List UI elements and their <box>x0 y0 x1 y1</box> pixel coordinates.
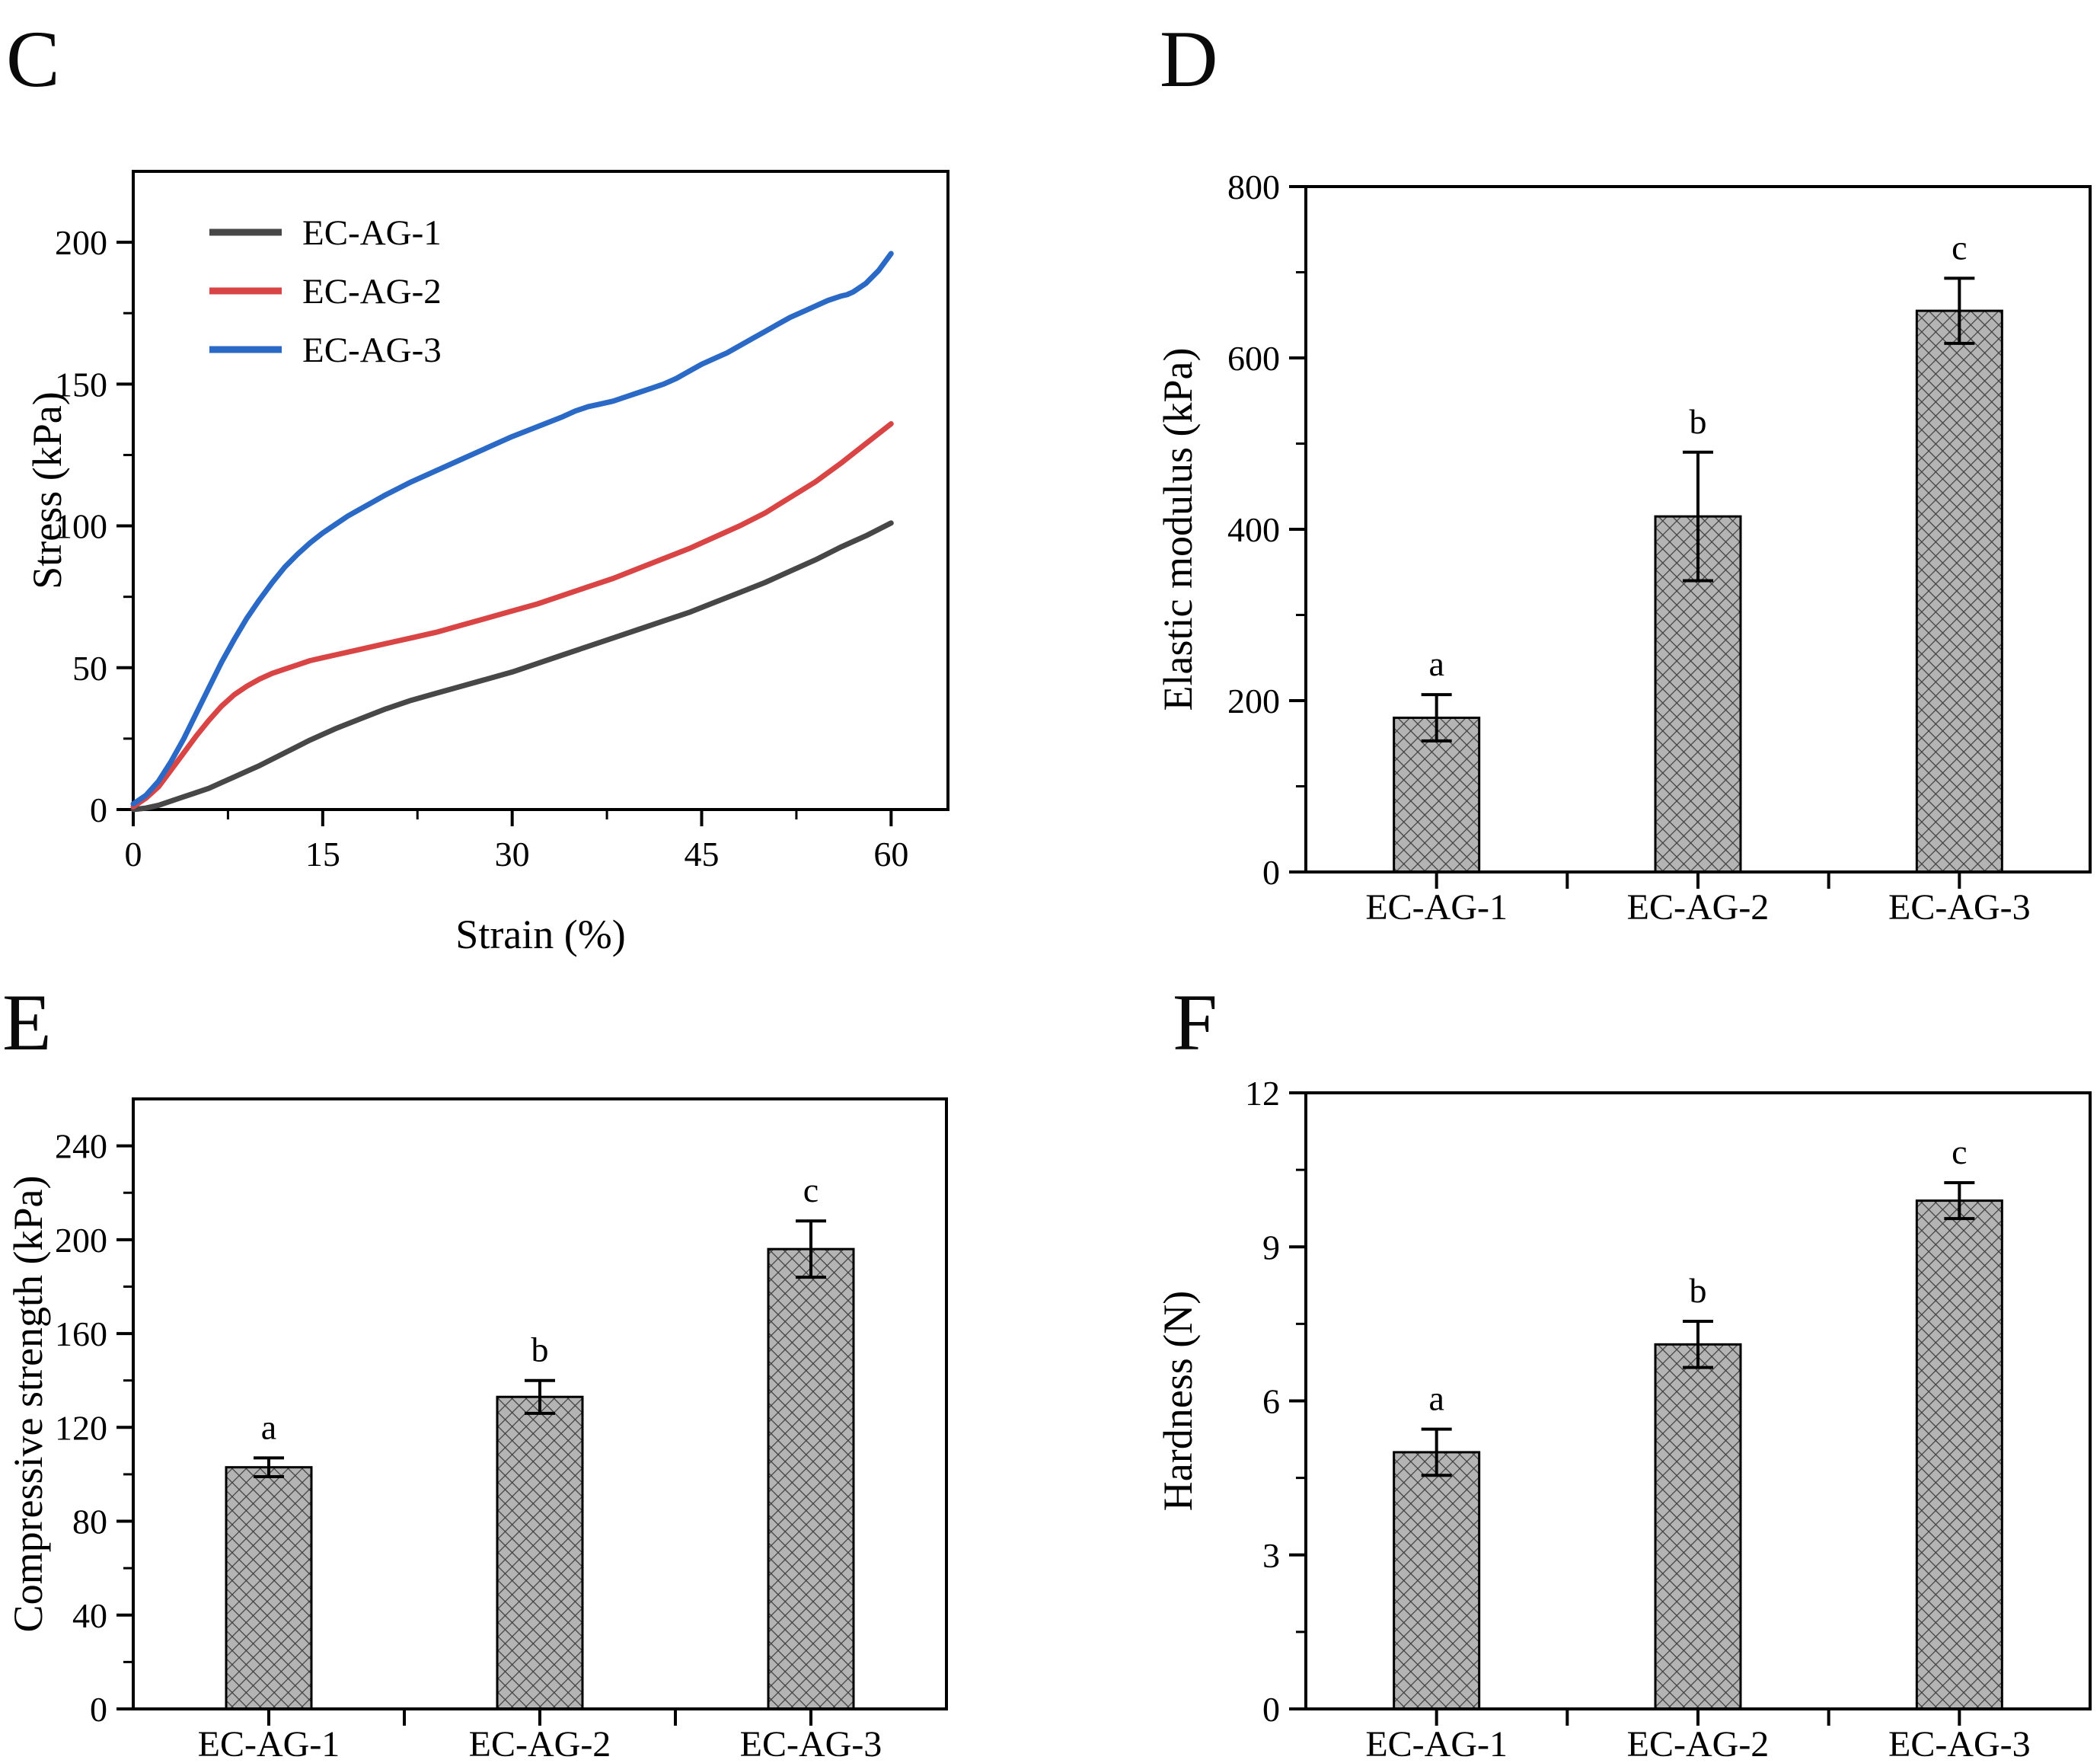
x-category-label: EC-AG-2 <box>1627 1724 1770 1763</box>
legend-label-EC-AG-2: EC-AG-2 <box>302 272 442 311</box>
compressive-strength-bar-chart: a EC-AG-1 b EC-AG-2 c EC-AG-3 0 40 80 120 160 200 24… <box>5 1097 948 1763</box>
y-tick-label: 200 <box>55 1221 107 1260</box>
series-line-EC-AG-1 <box>130 520 894 813</box>
hardness-bar-chart: a EC-AG-1 b EC-AG-2 c EC-AG-3 0 3 6 9 12 Hardness (… <box>1155 1074 2092 1763</box>
y-tick-label: 50 <box>72 649 107 688</box>
significance-letter-EC-AG-3: c <box>803 1171 819 1209</box>
y-axis-title: Elastic modulus (kPa) <box>1155 348 1201 711</box>
panel-label-c: C <box>6 14 60 104</box>
x-tick-label: 45 <box>685 835 720 874</box>
bar-EC-AG-1 <box>225 1466 313 1710</box>
y-tick-label: 40 <box>72 1596 107 1635</box>
y-tick-label: 200 <box>1227 682 1280 720</box>
legend-label-EC-AG-1: EC-AG-1 <box>302 213 442 253</box>
significance-letter-EC-AG-1: a <box>1428 644 1444 683</box>
x-category-label: EC-AG-2 <box>469 1724 611 1763</box>
bar-EC-AG-3 <box>1915 309 2003 874</box>
y-tick-label: 0 <box>90 1690 107 1729</box>
x-category-label: EC-AG-2 <box>1627 887 1770 928</box>
x-tick-label: 60 <box>873 835 908 874</box>
y-tick-label: 80 <box>72 1503 107 1541</box>
y-axis-title: Hardness (N) <box>1155 1291 1201 1511</box>
significance-letter-EC-AG-3: c <box>1952 228 1967 267</box>
series-line-EC-AG-2 <box>130 421 894 810</box>
y-tick-label: 600 <box>1227 339 1280 378</box>
y-tick-label: 240 <box>55 1127 107 1166</box>
x-tick-label: 0 <box>125 835 142 874</box>
y-tick-label: 800 <box>1227 168 1280 206</box>
y-axis-title: Compressive strength (kPa) <box>5 1176 51 1633</box>
bar-EC-AG-3 <box>1915 1199 2003 1710</box>
x-category-label: EC-AG-1 <box>198 1724 340 1763</box>
significance-letter-EC-AG-2: b <box>1690 1271 1707 1310</box>
bar-EC-AG-1 <box>1393 1451 1481 1710</box>
y-tick-label: 0 <box>1262 1690 1280 1729</box>
x-category-label: EC-AG-3 <box>740 1724 882 1763</box>
x-category-label: EC-AG-3 <box>1888 1724 2031 1763</box>
y-tick-label: 6 <box>1262 1382 1280 1421</box>
significance-letter-EC-AG-1: a <box>261 1407 276 1446</box>
y-tick-label: 3 <box>1262 1536 1280 1575</box>
plot-box <box>132 1097 948 1710</box>
y-tick-label: 400 <box>1227 510 1280 549</box>
panel-label-e: E <box>2 978 52 1067</box>
y-tick-label: 160 <box>55 1314 107 1353</box>
y-tick-label: 0 <box>90 790 107 829</box>
y-tick-label: 200 <box>55 223 107 262</box>
bar-EC-AG-1 <box>1393 717 1481 874</box>
panel-label-d: D <box>1160 14 1218 104</box>
bar-EC-AG-2 <box>1654 1343 1742 1710</box>
x-category-label: EC-AG-1 <box>1365 1724 1508 1763</box>
y-tick-label: 120 <box>55 1408 107 1447</box>
plot-box <box>132 170 949 811</box>
significance-letter-EC-AG-2: b <box>1690 402 1707 441</box>
y-tick-label: 0 <box>1262 853 1280 892</box>
x-tick-label: 30 <box>495 835 530 874</box>
x-category-label: EC-AG-1 <box>1365 887 1508 928</box>
significance-letter-EC-AG-1: a <box>1428 1379 1444 1418</box>
elastic-modulus-bar-chart: a EC-AG-1 b EC-AG-2 c EC-AG-3 0 200 400 600 800 Ela… <box>1155 168 2092 928</box>
legend-label-EC-AG-3: EC-AG-3 <box>302 331 442 370</box>
series-line-EC-AG-3 <box>130 251 894 807</box>
bar-EC-AG-3 <box>767 1247 855 1710</box>
x-axis-title: Strain (%) <box>455 912 625 957</box>
panel-label-f: F <box>1173 978 1218 1067</box>
y-tick-label: 100 <box>55 507 107 546</box>
stress-strain-line-chart: 0 50 100 150 200 Stress (kPa) 0 15 30 45 60 Strain … <box>24 170 949 957</box>
x-category-label: EC-AG-3 <box>1888 887 2031 928</box>
significance-letter-EC-AG-3: c <box>1952 1132 1967 1171</box>
y-tick-label: 9 <box>1262 1228 1280 1266</box>
significance-letter-EC-AG-2: b <box>531 1330 549 1369</box>
y-tick-label: 150 <box>55 365 107 404</box>
y-tick-label: 12 <box>1245 1074 1280 1113</box>
y-axis-title: Stress (kPa) <box>24 391 70 589</box>
x-tick-label: 15 <box>305 835 340 874</box>
bar-EC-AG-2 <box>496 1395 584 1710</box>
